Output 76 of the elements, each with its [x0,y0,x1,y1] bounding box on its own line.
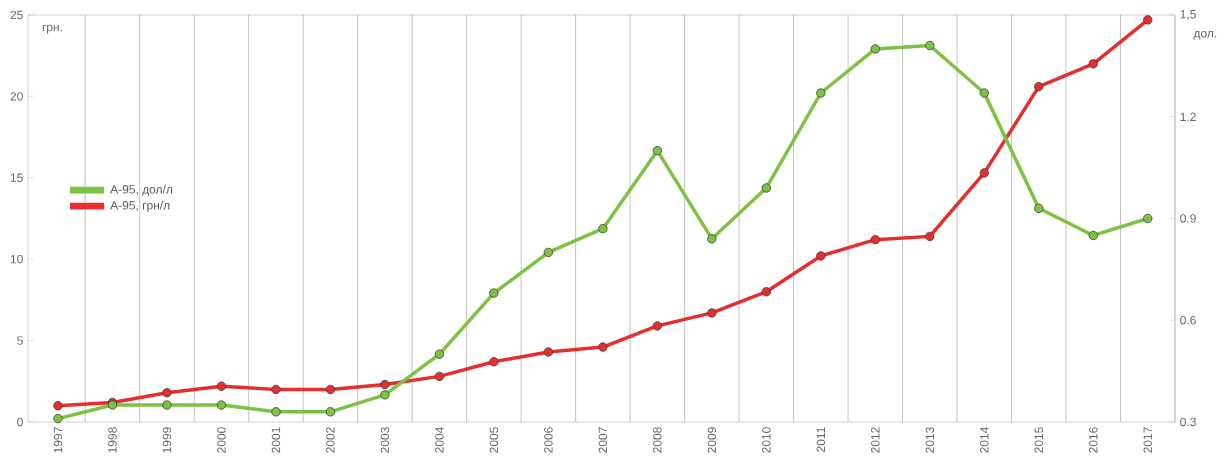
x-tick-label: 2017 [1143,427,1153,453]
point [1143,15,1153,25]
y-tick-label: 25 [10,10,23,20]
y2-tick-label: 0.9 [1180,214,1196,223]
y2-tick-label: 0.3 [1180,417,1196,427]
point [216,400,227,410]
y-axis-title: грн. [42,24,62,34]
point [816,251,826,261]
point [870,44,880,54]
point [380,379,390,390]
point [1088,230,1098,241]
y-tick-label: 15 [10,173,23,182]
point [707,308,717,318]
x-tick-label: 2007 [598,427,608,453]
legend-label: А-95, грн/л [110,200,170,212]
x-tick-label: 2008 [653,427,662,453]
x-tick-label: 2000 [217,427,226,453]
x-tick-label: 2012 [871,427,880,453]
point [271,384,281,395]
y-tick-label: 5 [17,336,23,345]
y2-tick-label: 1,5 [1180,10,1196,20]
x-tick-label: 1998 [108,427,117,453]
point [162,400,172,410]
x-tick-label: 2011 [816,427,826,452]
y2-tick-label: 1.2 [1180,112,1196,121]
y2-tick-label: 0.6 [1180,315,1196,325]
point [434,371,445,382]
x-tick-label: 2015 [1034,427,1044,453]
x-tick-label: 2006 [544,427,553,453]
point [1034,81,1044,92]
point [979,88,989,98]
x-tick-label: 2013 [925,427,935,453]
point [652,145,663,156]
point [761,287,771,297]
point [543,347,554,357]
x-tick-label: 2002 [326,427,335,453]
y-tick-label: 0 [17,417,23,427]
point [489,288,499,298]
point [1088,59,1098,69]
y-tick-label: 10 [10,254,23,264]
y2-axis-title: дол. [1193,30,1217,40]
point [271,407,281,417]
point [53,401,63,411]
x-tick-label: 2005 [489,427,499,453]
point [434,349,445,359]
point [216,381,227,391]
point [53,413,63,424]
point [816,88,826,98]
x-tick-label: 2009 [707,427,717,453]
point [325,384,336,395]
x-tick-label: 2004 [435,427,444,453]
point [979,168,989,178]
point [598,342,608,352]
point [652,321,663,331]
point [162,388,172,398]
x-tick-label: 2001 [271,427,281,453]
x-tick-label: 1999 [162,427,172,453]
point [870,234,880,245]
x-tick-label: 2016 [1089,427,1098,453]
point [380,390,390,400]
point [707,234,717,244]
point [925,40,935,51]
point [325,407,336,417]
point [1143,213,1153,224]
x-tick-label: 2014 [980,427,989,453]
point [543,247,554,258]
legend-label: А-95, дол/л [110,184,173,196]
point [489,357,499,367]
x-tick-label: 2003 [380,427,390,453]
point [761,183,771,193]
point [598,224,608,234]
point [925,231,935,242]
x-tick-label: 1997 [53,427,63,453]
x-tick-label: 2010 [762,427,771,453]
point [1034,203,1044,213]
y-tick-label: 20 [10,92,23,101]
